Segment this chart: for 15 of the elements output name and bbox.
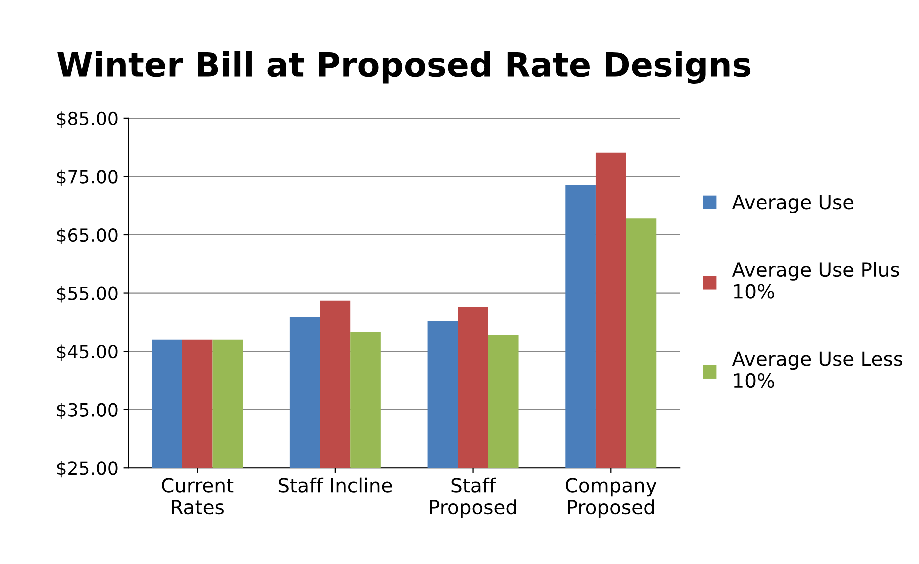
y-tick-label: $35.00 bbox=[57, 402, 118, 420]
y-tick-label: $75.00 bbox=[57, 170, 118, 186]
y-tick-label: $25.00 bbox=[57, 461, 118, 478]
legend-label: Average Use Less 10% bbox=[732, 352, 903, 388]
chart-title: Winter Bill at Proposed Rate Designs bbox=[58, 51, 751, 84]
y-tick-label: $55.00 bbox=[57, 286, 118, 303]
y-tick-label: $85.00 bbox=[57, 112, 118, 128]
y-tick-label: $45.00 bbox=[57, 344, 118, 362]
legend-label: Average Use Plus 10% bbox=[732, 262, 900, 299]
y-tick-label: $65.00 bbox=[57, 228, 118, 245]
x-tick-label: Staff Incline bbox=[278, 478, 392, 493]
x-tick-label: Current Rates bbox=[162, 478, 234, 515]
x-tick-label: Staff Proposed bbox=[430, 478, 516, 518]
x-tick-label: Company Proposed bbox=[566, 478, 657, 518]
legend-label: Average Use bbox=[732, 195, 854, 214]
